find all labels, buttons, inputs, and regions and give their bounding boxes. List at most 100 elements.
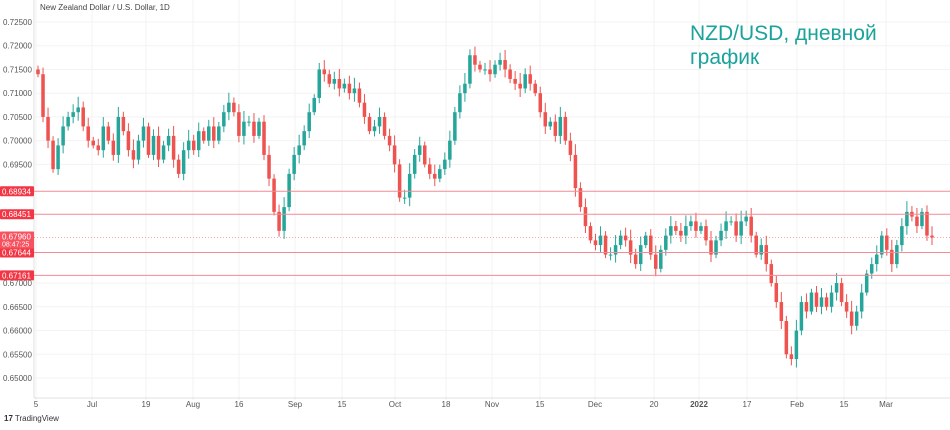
candle-up [699, 226, 703, 231]
candle-down [96, 145, 101, 151]
candle-down [106, 126, 111, 141]
candle-down [252, 121, 256, 136]
candle-down [262, 121, 266, 155]
candle-up [438, 169, 442, 179]
candle-down [433, 173, 437, 179]
y-tick-label: 0.66500 [3, 303, 32, 312]
candle-up [207, 126, 211, 141]
tv-logo-icon: 17 [4, 414, 13, 423]
candle-down [422, 145, 427, 165]
candle-down [784, 321, 789, 355]
candle-down [267, 154, 271, 179]
candle-up [829, 292, 834, 307]
candle-up [453, 112, 457, 141]
candle-down [583, 207, 588, 227]
y-tick-label: 0.70000 [3, 137, 32, 146]
candle-up [613, 245, 618, 255]
candle-down [367, 116, 372, 132]
candle-up [101, 126, 106, 151]
candle-down [734, 221, 738, 236]
candle-down [201, 131, 206, 141]
candle-down [488, 69, 492, 75]
candle-down [538, 93, 543, 113]
y-tick-label: 0.69500 [3, 160, 32, 169]
candle-down [764, 245, 769, 265]
candle-down [111, 140, 116, 155]
candle-down [543, 112, 548, 127]
x-tick-label: 15 [840, 400, 849, 409]
candle-down [789, 354, 794, 360]
candle-up [900, 226, 904, 246]
candle-down [322, 69, 327, 75]
candle-up [643, 235, 648, 246]
level-label: 0.68451 [2, 210, 31, 219]
candle-down [709, 240, 713, 255]
candle-up [66, 116, 70, 127]
candle-up [920, 211, 924, 227]
candle-down [694, 221, 698, 231]
level-label: 0.67161 [2, 271, 31, 280]
x-tick-label: Jul [87, 400, 97, 409]
candle-down [126, 131, 131, 151]
candle-down [623, 235, 628, 241]
y-tick-label: 0.70500 [3, 113, 32, 122]
candle-up [759, 245, 763, 255]
candle-up [638, 245, 643, 265]
candle-up [287, 173, 291, 208]
candle-up [493, 64, 497, 75]
candle-up [523, 74, 527, 89]
candle-up [483, 69, 487, 71]
x-tick-label: Nov [485, 400, 499, 409]
candle-up [869, 264, 874, 274]
level-label-badge [0, 270, 34, 281]
brand-label: TradingView [14, 414, 59, 423]
candle-up [468, 55, 472, 84]
candle-up [608, 254, 613, 256]
candle-down [51, 140, 55, 170]
candle-up [880, 235, 884, 255]
candle-down [839, 283, 844, 303]
candle-down [824, 297, 829, 307]
candle-down [844, 302, 849, 312]
candle-down [654, 254, 658, 269]
x-tick-label: 17 [743, 400, 752, 409]
candle-up [352, 88, 357, 94]
candle-up [151, 135, 156, 155]
candle-up [292, 154, 296, 174]
countdown-label: 08:47:25 [2, 241, 29, 248]
candle-up [714, 240, 718, 255]
candle-up [684, 226, 688, 236]
x-tick-label: Mar [879, 400, 893, 409]
candle-up [895, 245, 899, 265]
candle-up [257, 121, 261, 136]
candle-down [679, 230, 683, 236]
candle-down [473, 55, 477, 65]
candle-down [382, 116, 387, 136]
candle-down [347, 83, 352, 94]
candle-down [513, 78, 517, 84]
candle-down [628, 240, 633, 255]
candle-down [478, 64, 482, 70]
candle-down [704, 226, 708, 241]
candle-up [196, 131, 201, 151]
candle-up [874, 254, 879, 265]
candle-down [779, 302, 784, 322]
candle-up [724, 221, 728, 231]
x-tick-label: Dec [588, 400, 602, 409]
candle-up [141, 126, 146, 141]
candle-up [247, 121, 251, 123]
candle-down [387, 135, 392, 146]
candle-down [362, 102, 367, 117]
candle-up [498, 59, 502, 65]
x-tick-label: 5 [34, 400, 39, 409]
candle-down [46, 116, 50, 141]
candle-up [317, 69, 322, 98]
y-tick-label: 0.71000 [3, 89, 32, 98]
level-label: 0.68934 [2, 187, 31, 196]
candle-down [337, 78, 342, 89]
candle-up [834, 283, 839, 293]
symbol-label: New Zealand Dollar / U.S. Dollar, 1D [40, 3, 170, 12]
candle-up [166, 135, 171, 146]
